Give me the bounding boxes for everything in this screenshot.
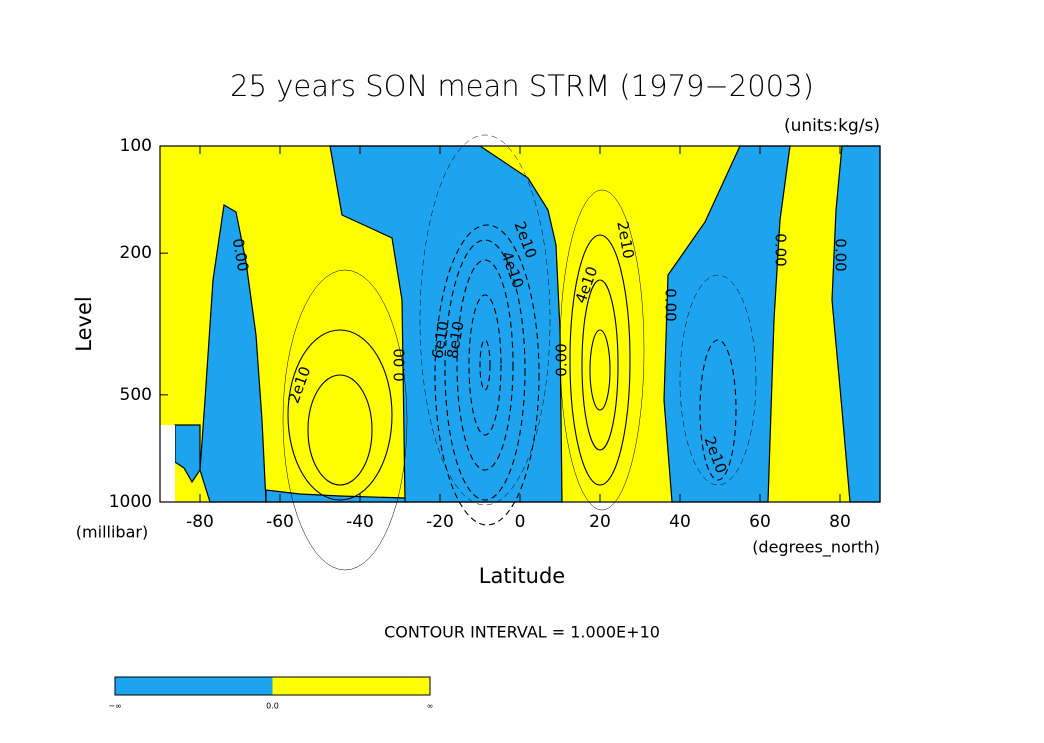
x-tick-label: 60	[749, 512, 771, 532]
contour-lines	[282, 134, 757, 571]
contour-label: 0.00	[391, 348, 409, 381]
x-tick-label: 40	[669, 512, 691, 532]
chart-title: 25 years SON mean STRM (1979−2003)	[230, 69, 814, 103]
x-units: (degrees_north)	[752, 538, 880, 558]
x-tick-label: -80	[186, 512, 214, 532]
colorbar-segment	[115, 677, 273, 695]
x-axis-label: Latitude	[479, 564, 565, 588]
y-tick-label: 200	[120, 243, 152, 263]
x-tick-label: 80	[829, 512, 851, 532]
colorbar-label: −∞	[108, 702, 121, 711]
colorbar-segment	[272, 677, 430, 695]
x-tick-label: 20	[589, 512, 611, 532]
x-tick-label: -60	[266, 512, 294, 532]
contour-note: CONTOUR INTERVAL = 1.000E+10	[384, 623, 660, 642]
missing-data	[160, 425, 175, 502]
colorbar: −∞ 0.0 ∞	[108, 676, 434, 711]
y-axis-label: Level	[72, 296, 96, 351]
colorbar-label: 0.0	[266, 702, 279, 711]
x-tick-label: -40	[346, 512, 374, 532]
colorbar-label: ∞	[427, 702, 434, 711]
y-units: (millibar)	[76, 523, 148, 542]
contour-label: 0.00	[772, 233, 790, 266]
x-tick-label: 0	[515, 512, 526, 532]
contour-label: 0.00	[662, 288, 680, 321]
contour-label: 0.00	[229, 237, 253, 273]
contour-label: 0.00	[553, 343, 571, 376]
y-tick-label: 1000	[109, 492, 152, 512]
y-tick-label: 100	[120, 136, 152, 156]
negative-regions	[174, 145, 881, 503]
contour-label: 0.00	[832, 238, 850, 271]
x-tick-label: -20	[426, 512, 454, 532]
colorbar-frame	[114, 676, 431, 696]
y-tick-label: 500	[120, 385, 152, 405]
subtitle: (units:kg/s)	[784, 116, 880, 136]
